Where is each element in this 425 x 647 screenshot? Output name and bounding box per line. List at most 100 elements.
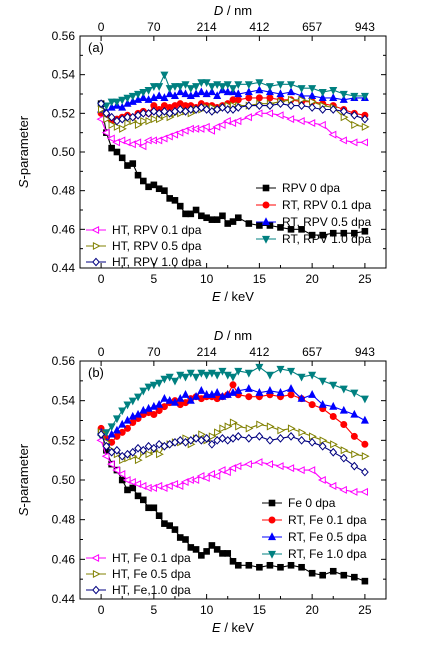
- data-point: [360, 415, 369, 424]
- data-point: [224, 220, 232, 227]
- data-point: [192, 392, 201, 400]
- data-point: [329, 401, 338, 410]
- data-point: [181, 89, 190, 98]
- data-point: [217, 120, 226, 129]
- data-point: [170, 130, 179, 139]
- data-point: [339, 107, 348, 116]
- data-point: [318, 88, 327, 97]
- data-point: [112, 466, 121, 475]
- data-point: [176, 534, 184, 541]
- data-point: [214, 428, 222, 437]
- data-point: [351, 450, 360, 459]
- data-point: [218, 433, 227, 443]
- data-point: [234, 432, 243, 441]
- x-tick-label: 15: [253, 603, 267, 617]
- data-point: [245, 220, 253, 227]
- data-point: [186, 395, 195, 404]
- data-point: [219, 212, 226, 220]
- data-point: [234, 103, 243, 112]
- data-point: [170, 377, 179, 386]
- data-point: [328, 481, 337, 490]
- data-point: [171, 197, 179, 204]
- data-point: [276, 388, 285, 396]
- data-point: [309, 97, 317, 106]
- y-tick-label: 0.44: [52, 592, 76, 606]
- data-point: [187, 544, 195, 551]
- data-point: [180, 126, 189, 135]
- data-point: [118, 419, 127, 428]
- data-point: [139, 93, 148, 101]
- data-point: [149, 381, 158, 390]
- data-point: [175, 128, 184, 137]
- data-point: [97, 430, 105, 439]
- data-point: [159, 483, 168, 492]
- data-point: [166, 195, 173, 202]
- data-point: [287, 101, 295, 110]
- data-point: [212, 122, 221, 131]
- data-point: [296, 466, 305, 475]
- data-point: [170, 91, 179, 100]
- data-point: [128, 140, 136, 149]
- data-point: [207, 87, 216, 96]
- data-point: [223, 87, 232, 96]
- data-point: [319, 231, 326, 239]
- data-point: [361, 122, 370, 131]
- data-point: [228, 373, 238, 382]
- data-point: [266, 422, 275, 431]
- data-point: [123, 415, 132, 424]
- data-point: [134, 90, 143, 99]
- data-point: [287, 226, 295, 233]
- data-point: [101, 128, 110, 137]
- data-point: [139, 445, 148, 455]
- x-tick-label: 25: [358, 272, 372, 286]
- data-point: [276, 433, 285, 443]
- data-point: [329, 105, 338, 114]
- data-point: [149, 483, 157, 492]
- data-point: [265, 386, 274, 394]
- data-point: [113, 122, 122, 131]
- data-point: [340, 420, 348, 428]
- data-point: [129, 160, 137, 167]
- y-tick-label: 0.46: [52, 222, 76, 236]
- data-point: [256, 222, 263, 229]
- data-point: [112, 98, 121, 107]
- data-point: [297, 393, 306, 402]
- data-point: [350, 92, 359, 101]
- data-point: [244, 87, 253, 96]
- data-point: [234, 96, 242, 104]
- data-point: [244, 384, 253, 392]
- data-point: [265, 87, 274, 96]
- data-point: [317, 120, 326, 129]
- series-3: [97, 363, 369, 442]
- data-point: [229, 558, 237, 565]
- data-point: [350, 409, 359, 418]
- legend-marker: [262, 184, 270, 192]
- data-point: [265, 109, 274, 118]
- legend-item: RT, Fe 0.5 dpa: [262, 530, 367, 544]
- data-point: [223, 105, 232, 114]
- data-point: [145, 450, 154, 459]
- legend-label: Fe 0 dpa: [288, 496, 336, 510]
- legend-label: RT, Fe 1.0 dpa: [288, 547, 367, 561]
- legend-label: HT, Fe,1.0 dpa: [112, 583, 191, 597]
- legend-item: RT, Fe 1.0 dpa: [262, 547, 367, 561]
- data-point: [123, 401, 132, 410]
- data-point: [276, 89, 285, 98]
- data-point: [244, 113, 252, 122]
- data-point: [117, 136, 126, 145]
- data-point: [276, 81, 285, 90]
- data-point: [351, 573, 358, 581]
- data-point: [161, 520, 168, 527]
- data-point: [124, 162, 131, 169]
- data-point: [117, 470, 126, 479]
- data-point: [213, 371, 222, 380]
- data-point: [223, 468, 231, 477]
- data-point: [150, 411, 158, 419]
- data-point: [106, 134, 115, 143]
- data-point: [308, 371, 317, 380]
- data-point: [287, 424, 296, 433]
- data-point: [287, 432, 295, 441]
- series-4: [96, 109, 368, 151]
- data-point: [118, 407, 127, 416]
- data-point: [266, 222, 274, 229]
